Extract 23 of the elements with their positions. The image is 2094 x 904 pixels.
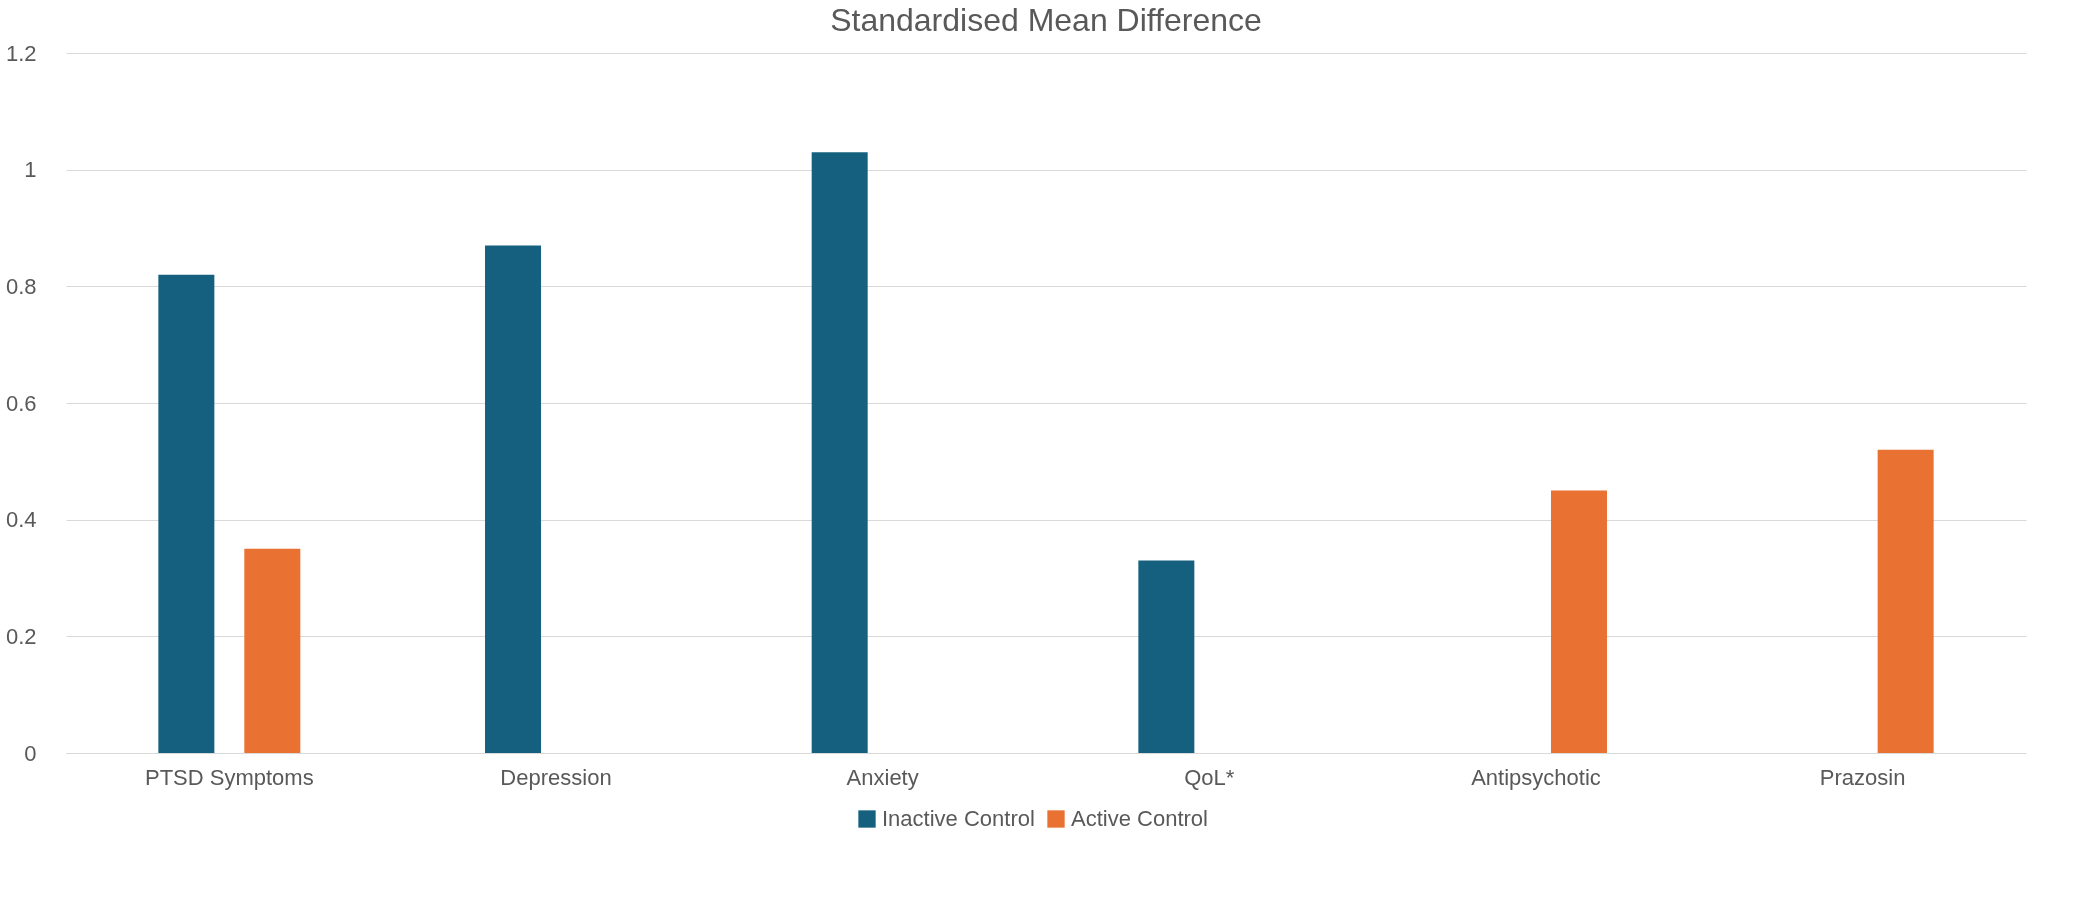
- x-tick-label: PTSD Symptoms: [144, 764, 314, 790]
- bar: [1138, 560, 1195, 753]
- x-tick-label: Anxiety: [846, 764, 919, 790]
- bar: [244, 548, 301, 753]
- x-tick-label: Depression: [500, 764, 612, 790]
- y-tick-label: 0.2: [5, 623, 37, 649]
- legend-label: Inactive Control: [882, 806, 1035, 831]
- y-tick-label: 1: [24, 157, 37, 183]
- x-tick-label: QoL*: [1184, 764, 1235, 790]
- x-tick-label: Prazosin: [1819, 764, 1906, 790]
- bar: [811, 152, 868, 753]
- bar: [1550, 490, 1607, 753]
- y-tick-label: 0.8: [5, 273, 37, 299]
- legend-label: Active Control: [1071, 806, 1208, 831]
- y-tick-label: 1.2: [5, 40, 37, 66]
- y-tick-label: 0: [24, 740, 37, 766]
- bar: [1877, 449, 1934, 753]
- chart-title: Standardised Mean Difference: [830, 2, 1262, 38]
- x-tick-label: Antipsychotic: [1471, 764, 1601, 790]
- y-tick-label: 0.4: [5, 507, 37, 533]
- y-tick-label: 0.6: [5, 390, 37, 416]
- bar: [158, 274, 215, 753]
- bar: [485, 245, 542, 753]
